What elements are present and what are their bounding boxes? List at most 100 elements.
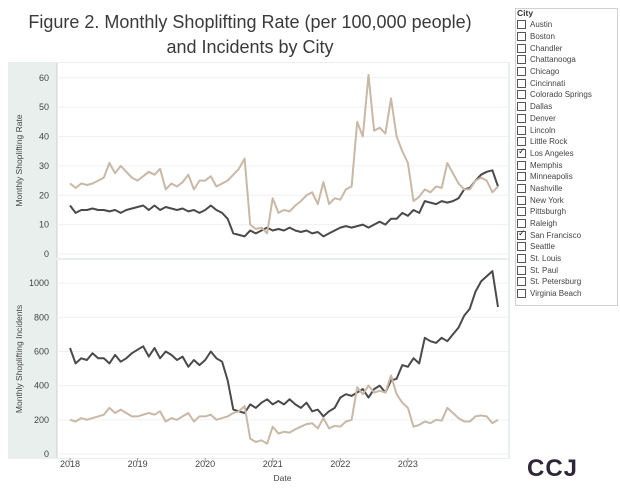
- legend-item-label: Little Rock: [530, 137, 568, 147]
- legend-item-label: San Francisco: [530, 230, 582, 240]
- plot-background: [57, 260, 508, 458]
- legend-item-seattle[interactable]: Seattle: [517, 241, 617, 253]
- legend-item-label: Dallas: [530, 102, 553, 112]
- legend-item-new-york[interactable]: New York: [517, 194, 617, 206]
- legend-item-chicago[interactable]: Chicago: [517, 66, 617, 78]
- checkbox-icon[interactable]: [517, 125, 526, 135]
- legend-item-colorado-springs[interactable]: Colorado Springs: [517, 89, 617, 101]
- legend-item-pittsburgh[interactable]: Pittsburgh: [517, 206, 617, 218]
- checkbox-icon[interactable]: [517, 55, 526, 65]
- y-tick-label: 30: [39, 161, 49, 171]
- x-tick-label: 2019: [128, 459, 148, 469]
- chart-title: Figure 2. Monthly Shoplifting Rate (per …: [0, 10, 500, 60]
- legend-item-san-francisco[interactable]: San Francisco: [517, 229, 617, 241]
- chart-title-line-1: Figure 2. Monthly Shoplifting Rate (per …: [28, 12, 472, 32]
- checkbox-icon[interactable]: [517, 277, 526, 287]
- checkbox-icon[interactable]: [517, 195, 526, 205]
- legend-item-label: Seattle: [530, 242, 555, 252]
- legend-item-los-angeles[interactable]: Los Angeles: [517, 147, 617, 160]
- y-tick-label: 40: [39, 132, 49, 142]
- legend-item-little-rock[interactable]: Little Rock: [517, 136, 617, 148]
- checkbox-icon[interactable]: [517, 172, 526, 182]
- checkbox-icon[interactable]: [517, 160, 526, 170]
- checkbox-icon[interactable]: [517, 67, 526, 77]
- checkbox-icon[interactable]: [517, 78, 526, 88]
- y-tick-label: 1000: [29, 278, 49, 288]
- checkbox-icon[interactable]: [517, 32, 526, 42]
- checkbox-icon[interactable]: [517, 43, 526, 53]
- checkbox-icon[interactable]: [517, 20, 526, 30]
- legend-item-lincoln[interactable]: Lincoln: [517, 124, 617, 136]
- legend-frame: [515, 8, 618, 306]
- x-tick-label: 2020: [195, 459, 215, 469]
- checkbox-icon[interactable]: [517, 147, 526, 158]
- checkbox-icon[interactable]: [517, 229, 526, 240]
- checkbox-icon[interactable]: [517, 137, 526, 147]
- series-line-san-francisco: [69, 73, 499, 235]
- legend-item-label: Chicago: [530, 67, 560, 77]
- checkbox-icon[interactable]: [517, 242, 526, 252]
- checkbox-icon[interactable]: [517, 254, 526, 264]
- legend-item-st-petersburg[interactable]: St. Petersburg: [517, 276, 617, 288]
- x-tick-label: 2021: [263, 459, 283, 469]
- y-tick-label: 20: [39, 190, 49, 200]
- legend-title: City: [517, 8, 534, 18]
- legend-item-label: Chandler: [530, 43, 563, 53]
- legend-item-virginia-beach[interactable]: Virginia Beach: [517, 288, 617, 300]
- legend-item-label: Cincinnati: [530, 78, 566, 88]
- legend-item-label: Raleigh: [530, 219, 558, 229]
- legend-item-label: Pittsburgh: [530, 207, 567, 217]
- panel-2: 0 200 400 600 800 1000 Monthly Shoplifting Inc…: [14, 260, 508, 459]
- checkbox-icon[interactable]: [517, 113, 526, 123]
- legend-item-st-paul[interactable]: St. Paul: [517, 264, 617, 276]
- y-tick-label: 10: [39, 220, 49, 230]
- legend-item-label: Nashville: [530, 183, 563, 193]
- x-tick-label: 2022: [330, 459, 350, 469]
- y-tick-label: 400: [34, 381, 49, 391]
- checkbox-icon[interactable]: [517, 90, 526, 100]
- legend-item-minneapolis[interactable]: Minneapolis: [517, 171, 617, 183]
- y-tick-label: 50: [39, 102, 49, 112]
- legend-item-label: Los Angeles: [530, 148, 574, 158]
- x-tick-label: 2018: [60, 459, 80, 469]
- chart-area: 0 10 20 30 40 50 60 Monthly Shoplifting Rate 0 20…: [8, 62, 510, 483]
- chart-title-line-2: and Incidents by City: [166, 37, 334, 57]
- legend-item-label: Minneapolis: [530, 172, 573, 182]
- legend-item-memphis[interactable]: Memphis: [517, 159, 617, 171]
- legend-item-label: St. Paul: [530, 265, 559, 275]
- y-tick-label: 60: [39, 73, 49, 83]
- series-line-los-angeles: [69, 169, 499, 238]
- legend-item-dallas[interactable]: Dallas: [517, 101, 617, 113]
- legend-item-chandler[interactable]: Chandler: [517, 42, 617, 54]
- legend-item-label: Denver: [530, 113, 556, 123]
- legend-item-label: St. Petersburg: [530, 277, 582, 287]
- legend-item-nashville[interactable]: Nashville: [517, 183, 617, 195]
- legend-item-st-louis[interactable]: St. Louis: [517, 253, 617, 265]
- legend-item-label: Virginia Beach: [530, 289, 582, 299]
- checkbox-icon[interactable]: [517, 265, 526, 275]
- legend-item-label: New York: [530, 195, 564, 205]
- y-axis-label: Monthly Shoplifting Incidents: [14, 305, 24, 413]
- checkbox-icon[interactable]: [517, 219, 526, 229]
- legend-item-cincinnati[interactable]: Cincinnati: [517, 77, 617, 89]
- legend-item-raleigh[interactable]: Raleigh: [517, 218, 617, 230]
- x-axis-label: Date: [274, 473, 292, 483]
- checkbox-icon[interactable]: [517, 207, 526, 217]
- checkbox-icon[interactable]: [517, 183, 526, 193]
- legend-item-label: Austin: [530, 20, 553, 30]
- legend-item-label: Chattanooga: [530, 55, 576, 65]
- x-tick-label: 2023: [398, 459, 418, 469]
- legend-item-chattanooga[interactable]: Chattanooga: [517, 54, 617, 66]
- checkbox-icon[interactable]: [517, 102, 526, 112]
- checkbox-icon[interactable]: [517, 289, 526, 299]
- y-tick-label: 800: [34, 312, 49, 322]
- series-line-san-francisco: [69, 374, 499, 445]
- plot-background: [57, 63, 508, 258]
- series-line-los-angeles: [69, 270, 499, 418]
- legend-item-label: Memphis: [530, 160, 563, 170]
- legend-item-label: St. Louis: [530, 254, 562, 264]
- legend-item-boston[interactable]: Boston: [517, 31, 617, 43]
- legend-item-austin[interactable]: Austin: [517, 19, 617, 31]
- legend-item-denver[interactable]: Denver: [517, 113, 617, 125]
- y-tick-label: 600: [34, 346, 49, 356]
